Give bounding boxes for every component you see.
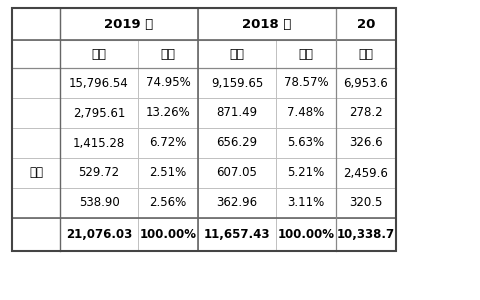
Bar — [60, 98, 138, 128]
Bar — [336, 40, 396, 68]
Bar — [12, 98, 60, 128]
Bar — [12, 128, 60, 158]
Bar — [12, 40, 60, 68]
Bar — [336, 158, 396, 188]
Bar — [60, 128, 138, 158]
Bar — [60, 8, 198, 40]
Bar — [198, 98, 276, 128]
Text: 529.72: 529.72 — [78, 167, 120, 179]
Text: 10,338.7: 10,338.7 — [337, 228, 395, 241]
Bar — [60, 68, 138, 98]
Bar — [336, 218, 396, 251]
Text: 100.00%: 100.00% — [277, 228, 335, 241]
Text: 656.29: 656.29 — [216, 136, 258, 149]
Text: 金額: 金額 — [92, 47, 107, 61]
Text: 15,796.54: 15,796.54 — [69, 76, 129, 89]
Text: 326.6: 326.6 — [349, 136, 383, 149]
Bar — [198, 158, 276, 188]
Text: 78.57%: 78.57% — [284, 76, 328, 89]
Bar — [198, 68, 276, 98]
Bar — [198, 40, 276, 68]
Bar — [138, 98, 198, 128]
Bar — [138, 188, 198, 218]
Text: 2019 年: 2019 年 — [104, 17, 154, 31]
Bar — [60, 158, 138, 188]
Bar — [276, 218, 336, 251]
Bar — [336, 8, 396, 40]
Bar — [276, 98, 336, 128]
Bar — [198, 218, 276, 251]
Text: 74.95%: 74.95% — [145, 76, 191, 89]
Text: 占比: 占比 — [299, 47, 313, 61]
Text: 21,076.03: 21,076.03 — [66, 228, 132, 241]
Text: 278.2: 278.2 — [349, 106, 383, 119]
Text: 2,795.61: 2,795.61 — [73, 106, 125, 119]
Bar — [12, 68, 60, 98]
Text: 871.49: 871.49 — [216, 106, 258, 119]
Bar — [336, 68, 396, 98]
Bar — [12, 188, 60, 218]
Bar — [276, 40, 336, 68]
Bar — [60, 8, 138, 40]
Bar — [276, 128, 336, 158]
Bar — [60, 188, 138, 218]
Bar — [336, 188, 396, 218]
Bar — [276, 188, 336, 218]
Text: 金額: 金額 — [359, 47, 373, 61]
Bar — [198, 8, 336, 40]
Bar — [138, 40, 198, 68]
Text: 607.05: 607.05 — [216, 167, 257, 179]
Bar — [276, 8, 336, 40]
Text: 金額: 金額 — [229, 47, 244, 61]
Text: 3.11%: 3.11% — [288, 196, 324, 209]
Text: 2018 年: 2018 年 — [242, 17, 292, 31]
Bar — [12, 8, 60, 40]
Bar — [12, 158, 60, 188]
Bar — [138, 218, 198, 251]
Text: 362.96: 362.96 — [216, 196, 258, 209]
Bar — [138, 68, 198, 98]
Text: 5.21%: 5.21% — [288, 167, 324, 179]
Bar — [60, 40, 138, 68]
Text: 2.56%: 2.56% — [149, 196, 187, 209]
Text: 5.63%: 5.63% — [288, 136, 324, 149]
Text: 1,415.28: 1,415.28 — [73, 136, 125, 149]
Text: 9,159.65: 9,159.65 — [211, 76, 263, 89]
Bar — [198, 8, 276, 40]
Text: 占比: 占比 — [160, 47, 176, 61]
Bar — [12, 218, 60, 251]
Bar — [138, 128, 198, 158]
Bar — [276, 158, 336, 188]
Text: 6.72%: 6.72% — [149, 136, 187, 149]
Text: 系统: 系统 — [29, 167, 43, 179]
Bar — [60, 218, 138, 251]
Bar — [336, 98, 396, 128]
Bar — [12, 8, 396, 251]
Text: 6,953.6: 6,953.6 — [344, 76, 388, 89]
Text: 20: 20 — [357, 17, 375, 31]
Bar — [138, 8, 198, 40]
Text: 11,657.43: 11,657.43 — [204, 228, 270, 241]
Text: 538.90: 538.90 — [79, 196, 120, 209]
Text: 100.00%: 100.00% — [140, 228, 196, 241]
Bar — [336, 128, 396, 158]
Text: 7.48%: 7.48% — [288, 106, 324, 119]
Bar — [276, 68, 336, 98]
Text: 2,459.6: 2,459.6 — [344, 167, 388, 179]
Text: 13.26%: 13.26% — [145, 106, 191, 119]
Text: 320.5: 320.5 — [349, 196, 383, 209]
Bar — [138, 158, 198, 188]
Bar — [198, 188, 276, 218]
Bar — [198, 128, 276, 158]
Text: 2.51%: 2.51% — [149, 167, 187, 179]
